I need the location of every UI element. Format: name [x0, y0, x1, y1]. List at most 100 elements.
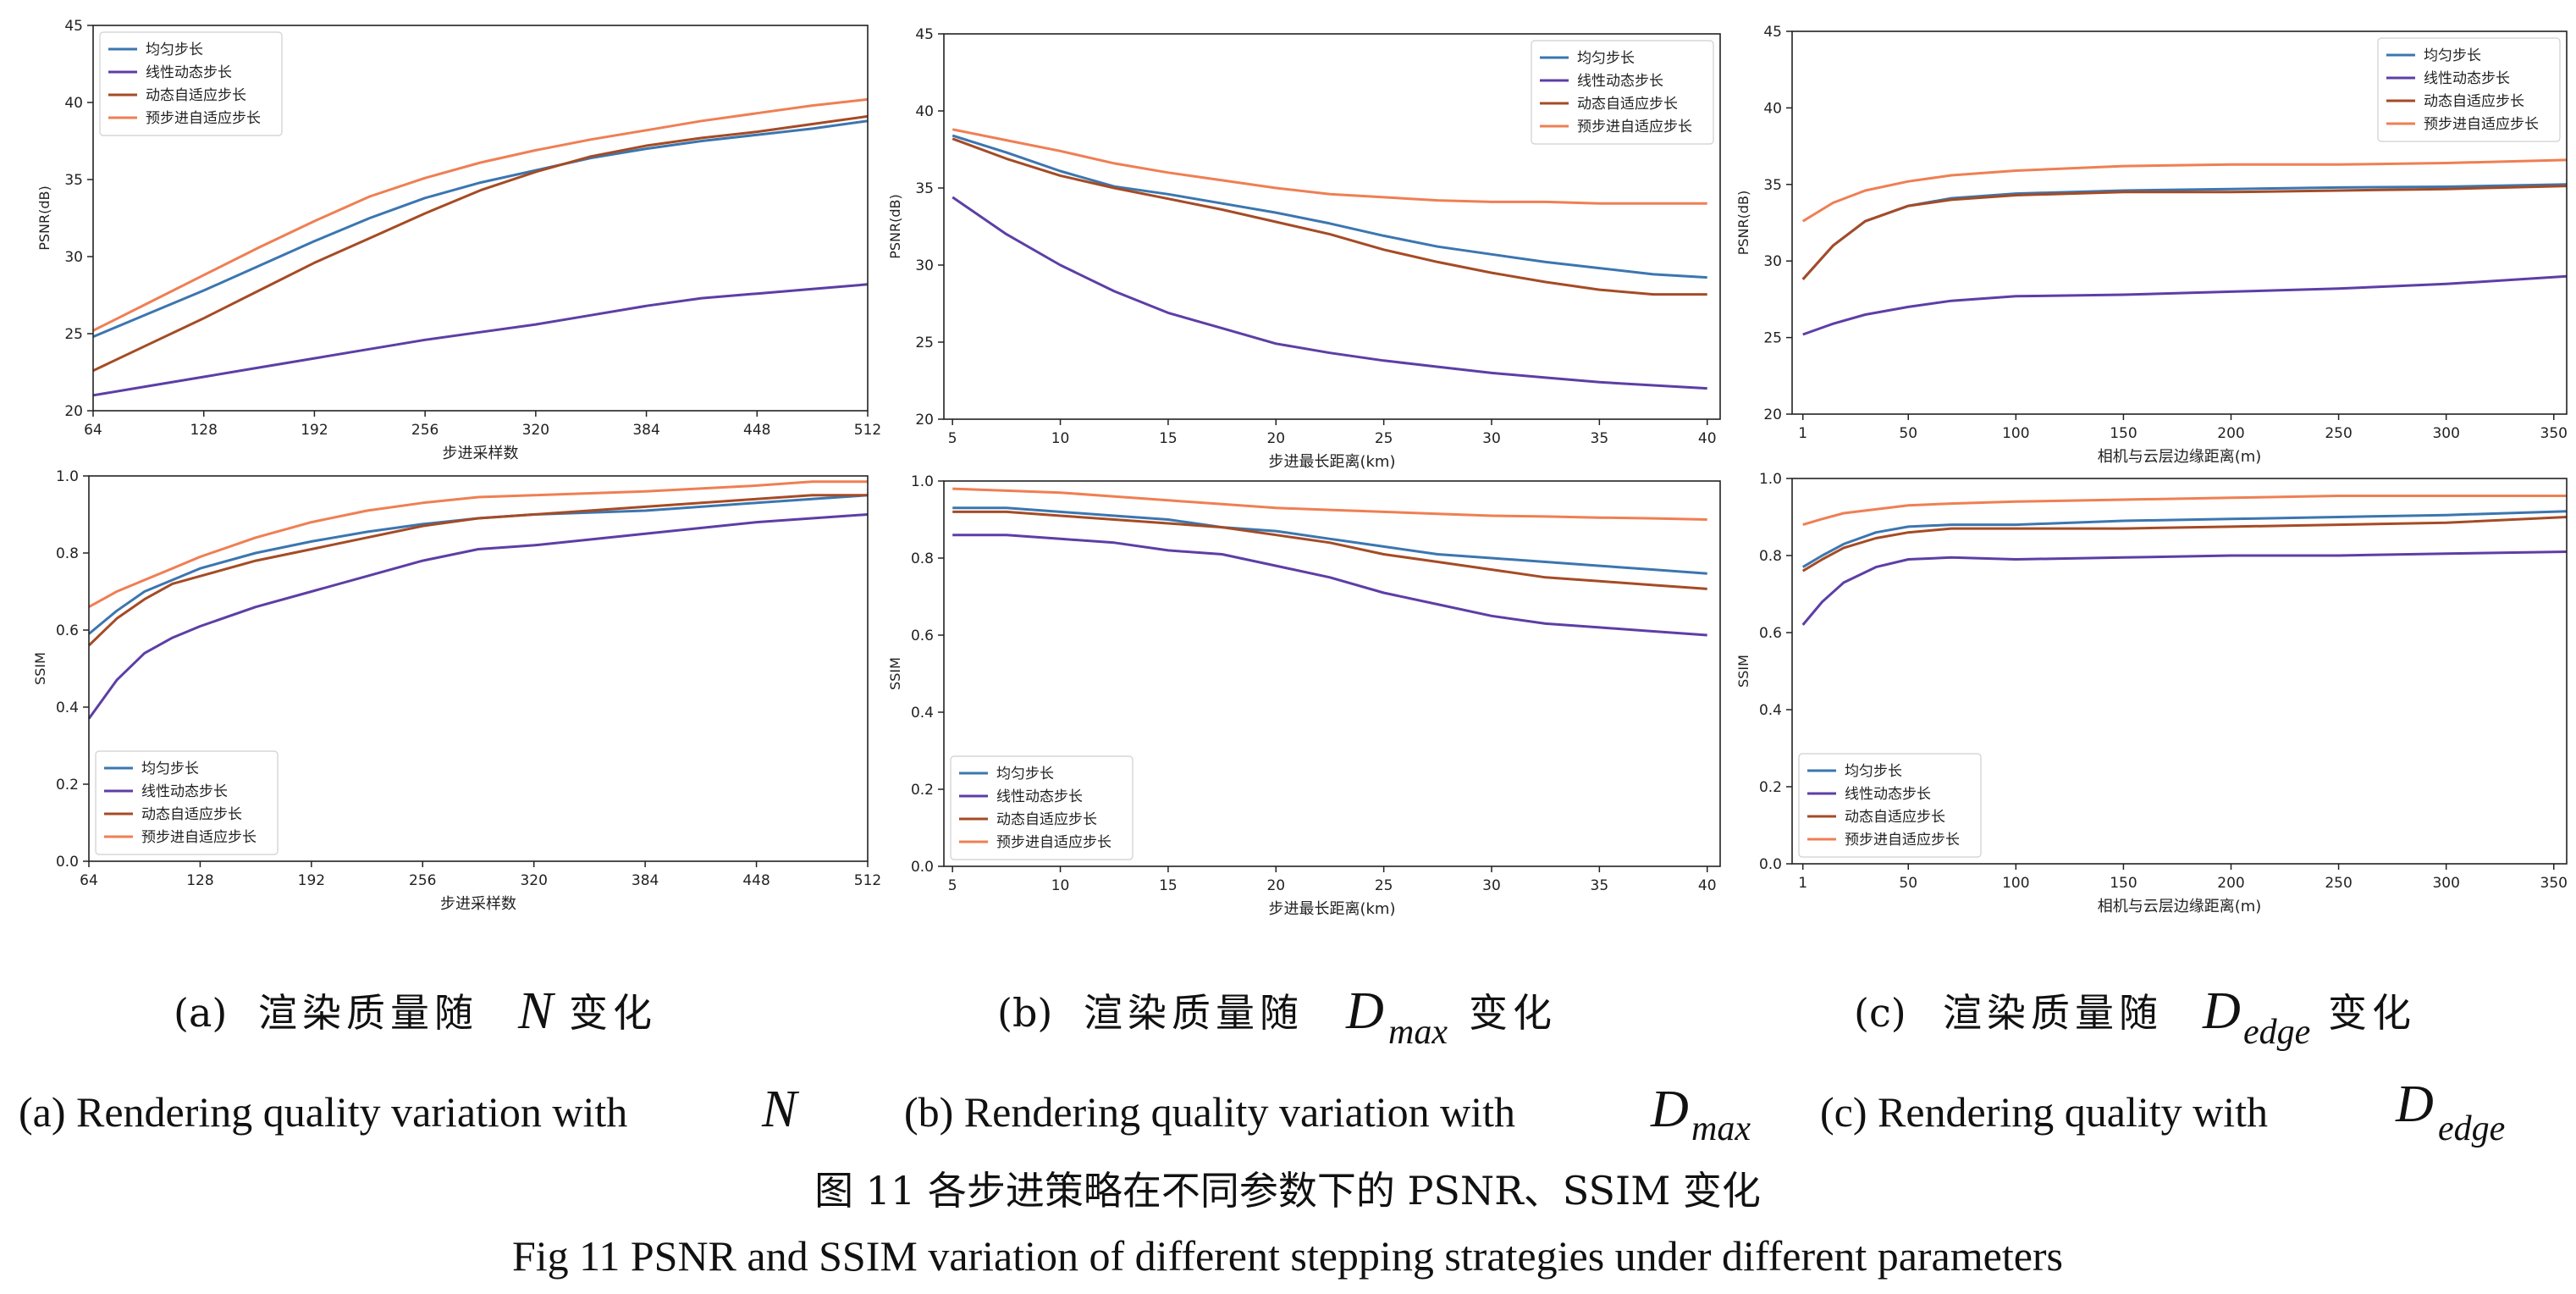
caption-c-symbol: D — [2202, 982, 2241, 1040]
chart-a-ssim-x-tick-label: 384 — [632, 872, 659, 889]
chart-b-psnr-x-tick-label: 35 — [1591, 430, 1609, 447]
caption-c-zh-suffix: 变化 — [2328, 990, 2416, 1036]
caption-b-zh-suffix: 变化 — [1469, 990, 1557, 1036]
chart-b-ssim-y-tick-label: 0.2 — [911, 782, 934, 799]
chart-b-psnr-series-4-line — [952, 128, 1707, 205]
chart-b-ssim-x-tick-label: 40 — [1698, 877, 1717, 894]
chart-a-ssim: 64 128 192 256 320 384 448 512 0.0 0.2 0.4 0.6 0.8 1.… — [32, 468, 881, 913]
chart-b-ssim-x-tick-label: 10 — [1051, 877, 1070, 894]
chart-b-psnr-legend-label: 预步进自适应步长 — [1577, 119, 1692, 135]
chart-a-ssim-y-tick-label: 0.8 — [56, 545, 79, 562]
chart-a-ssim-y-tick-label: 0.6 — [56, 622, 79, 639]
chart-c-psnr-y-tick-label: 40 — [1763, 100, 1782, 117]
chart-c-ssim-y-tick-label: 0.8 — [1759, 548, 1782, 565]
chart-a-psnr-series-4-line — [92, 97, 869, 332]
chart-b-psnr-y-tick-label: 20 — [915, 412, 934, 429]
chart-a-psnr-x-tick-label: 384 — [632, 422, 659, 439]
chart-b-psnr-x-tick-label: 25 — [1375, 430, 1393, 447]
chart-a-psnr-x-tick-label: 448 — [743, 422, 770, 439]
chart-b-ssim-y-tick-label: 0.4 — [911, 705, 934, 722]
chart-b-ssim-legend-label: 线性动态步长 — [996, 788, 1083, 805]
chart-c-psnr-series-3-line — [1801, 185, 2568, 280]
chart-a-ssim-legend-label: 预步进自适应步长 — [141, 829, 256, 846]
chart-c-ssim-y-tick-label: 0.2 — [1759, 779, 1782, 796]
chart-a-ssim-y-tick-label: 0.2 — [56, 777, 79, 794]
chart-b-ssim: 5 10 15 20 25 30 35 40 0.0 0.2 0.4 0.6 0.8 1.0 步进最长距离(… — [887, 473, 1721, 918]
chart-a-psnr-y-tick-label: 20 — [64, 403, 83, 420]
chart-c-ssim-y-tick-label: 0.4 — [1759, 702, 1782, 719]
chart-b-psnr-x-tick-label: 5 — [948, 430, 957, 447]
chart-c-ssim-legend-label: 线性动态步长 — [1845, 786, 1931, 803]
chart-c-psnr-x-tick-label: 250 — [2325, 425, 2352, 442]
chart-b-psnr-legend-box — [1531, 40, 1714, 145]
chart-a-ssim-x-axis-label: 步进采样数 — [440, 895, 516, 913]
chart-b-ssim-x-axis-label: 步进最长距离(km) — [1268, 900, 1395, 918]
chart-b-psnr-series-3-line — [952, 137, 1707, 296]
caption-b-en-symbol: D — [1650, 1081, 1689, 1138]
chart-b-ssim-legend-label: 动态自适应步长 — [996, 811, 1097, 828]
chart-c-ssim-x-tick-label: 350 — [2540, 875, 2568, 892]
caption-a-tag: (a) — [174, 990, 227, 1036]
chart-b-ssim-x-tick-label: 20 — [1266, 877, 1285, 894]
chart-c-ssim-y-axis-label: SSIM — [1735, 655, 1751, 688]
chart-b-ssim-y-axis-label: SSIM — [887, 657, 903, 690]
chart-b-psnr-y-tick-label: 45 — [915, 26, 934, 43]
figure-caption-en: Fig 11 PSNR and SSIM variation of differ… — [512, 1232, 2063, 1280]
caption-a-zh-suffix: 变化 — [569, 990, 657, 1036]
chart-c-ssim: 1 50 100 150 200 250 300 3500.00.20.40.60.81.0相… — [1735, 471, 2568, 915]
chart-c-ssim-legend-label: 均匀步长 — [1845, 763, 1902, 780]
figure-caption-zh: 图 11 各步进策略在不同参数下的 PSNR、SSIM 变化 — [814, 1168, 1761, 1214]
chart-c-ssim-x-tick-label: 200 — [2217, 875, 2244, 892]
chart-c-psnr-x-tick-label: 100 — [2002, 425, 2029, 442]
chart-c-ssim-series-2-line — [1801, 550, 2568, 626]
chart-c-ssim-legend-label: 动态自适应步长 — [1845, 809, 1945, 826]
chart-a-psnr-y-tick-label: 25 — [64, 326, 83, 343]
chart-b-psnr-y-tick-label: 25 — [915, 335, 934, 351]
chart-c-psnr-x-tick-label: 50 — [1899, 425, 1917, 442]
chart-b-psnr-y-axis-label: PSNR(dB) — [887, 194, 903, 259]
chart-c-psnr-plot-frame — [1791, 30, 2568, 415]
caption-c-en-subscript: edge — [2438, 1109, 2505, 1148]
chart-c-psnr-x-tick-label: 350 — [2540, 425, 2568, 442]
chart-a-psnr-legend-label: 预步进自适应步长 — [146, 110, 261, 127]
chart-a-psnr-y-tick-label: 45 — [64, 18, 83, 35]
chart-c-psnr-legend-box — [2377, 37, 2561, 142]
chart-a-psnr-x-tick-label: 192 — [301, 422, 328, 439]
chart-b-ssim-y-tick-label: 0.8 — [911, 550, 934, 567]
caption-a-symbol: N — [517, 982, 556, 1040]
chart-a-ssim-x-tick-label: 448 — [742, 872, 769, 889]
chart-a-ssim-legend-label: 均匀步长 — [141, 760, 199, 777]
chart-c-ssim-series-3-line — [1801, 516, 2568, 572]
chart-a-psnr-x-tick-label: 256 — [411, 422, 439, 439]
chart-a-psnr-series-2-line — [92, 283, 869, 397]
chart-a-psnr-x-axis-label: 步进采样数 — [443, 445, 519, 462]
chart-a-ssim-x-tick-label: 192 — [298, 872, 325, 889]
chart-c-ssim-plot-frame — [1791, 478, 2568, 865]
captions: (a) 渲染质量随 N 变化 (b) 渲染质量随 D max 变化 (c) 渲染… — [19, 982, 2505, 1280]
chart-c-ssim-x-tick-label: 1 — [1798, 875, 1807, 892]
plots-area: 64 128 192 256 320 384 448 512 20 25 30 35 40 45 步进采样数… — [32, 18, 2568, 918]
chart-b-ssim-legend-label: 均匀步长 — [996, 766, 1054, 782]
chart-a-psnr-x-tick-label: 512 — [854, 422, 881, 439]
chart-a-psnr-y-tick-label: 30 — [64, 249, 83, 266]
chart-b-psnr-x-tick-label: 10 — [1051, 430, 1070, 447]
chart-a-ssim-y-axis-label: SSIM — [32, 652, 48, 685]
chart-a-psnr-legend-label: 线性动态步长 — [146, 64, 232, 81]
chart-a-psnr-y-tick-label: 40 — [64, 95, 83, 112]
chart-b-psnr-x-axis-label: 步进最长距离(km) — [1268, 453, 1395, 471]
chart-c-ssim-x-tick-label: 100 — [2002, 875, 2029, 892]
chart-b-psnr-x-tick-label: 30 — [1482, 430, 1501, 447]
chart-b-ssim-series-3-line — [952, 510, 1707, 590]
chart-c-ssim-y-tick-label: 0.6 — [1759, 625, 1782, 642]
caption-a-en-symbol: N — [761, 1081, 800, 1138]
chart-a-psnr-x-tick-label: 320 — [522, 422, 549, 439]
chart-b-ssim-series-1-line — [952, 506, 1707, 575]
chart-a-psnr-plot-frame — [92, 25, 869, 412]
chart-a-psnr-series-1-line — [92, 119, 869, 338]
chart-b-ssim-series-2-line — [952, 534, 1707, 637]
chart-c-ssim-x-tick-label: 50 — [1899, 875, 1917, 892]
chart-a-ssim-x-tick-label: 512 — [854, 872, 881, 889]
chart-c-ssim-x-tick-label: 300 — [2432, 875, 2459, 892]
